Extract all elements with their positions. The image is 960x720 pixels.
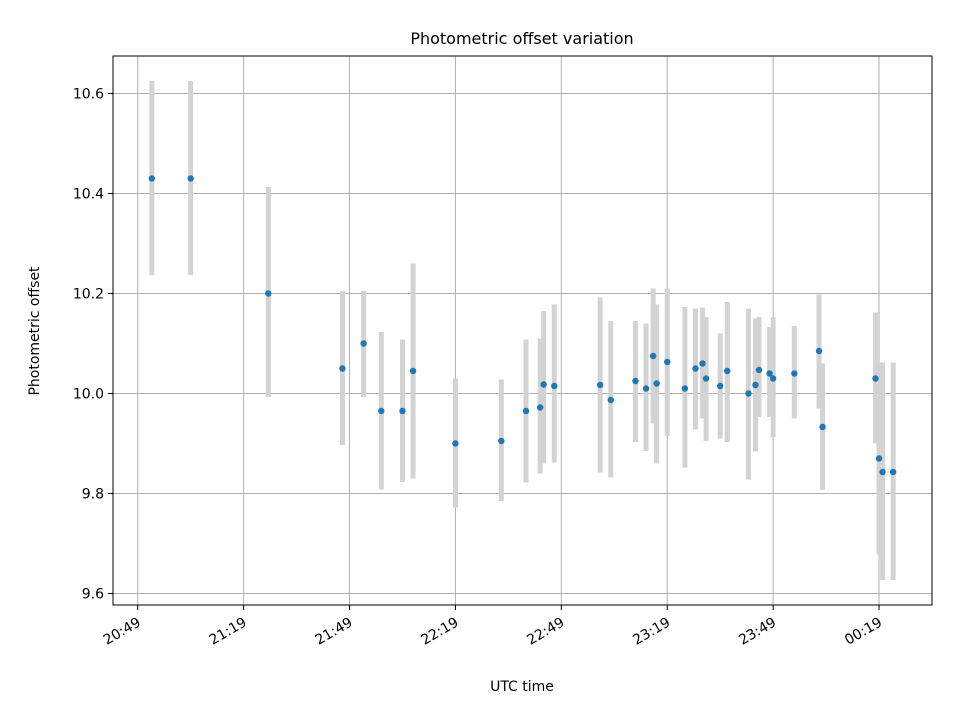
data-point [399,407,406,415]
y-tick-label: 9.8 [82,487,104,503]
data-point [653,380,660,387]
data-point [702,375,710,382]
data-point [632,377,639,385]
data-point [452,440,459,447]
data-point [769,375,777,382]
data-point [879,468,886,476]
data-point [649,352,657,360]
y-tick-label: 10.0 [73,387,104,403]
data-point [819,423,826,431]
data-point [889,468,897,476]
data-point [409,367,417,375]
data-point [540,381,547,388]
y-tick-label: 10.2 [73,287,104,303]
data-point [791,370,798,377]
data-point [187,175,194,182]
x-axis-label: UTC time [490,679,554,695]
data-point [360,340,367,347]
data-point [872,375,879,382]
data-point [498,437,505,445]
plot-frame [112,55,933,606]
data-point [642,385,650,392]
data-point [551,382,558,390]
y-axis-label: Photometric offset [27,266,43,396]
data-point [724,367,731,375]
data-point [265,290,272,297]
chart-title: Photometric offset variation [410,29,633,48]
data-point [148,175,156,182]
data-point [339,365,346,372]
data-point [607,396,614,404]
data-point [699,360,706,367]
data-point [745,390,752,397]
y-tick-label: 9.6 [82,587,104,603]
data-point [522,407,530,415]
data-point [716,382,724,390]
data-point [378,407,385,415]
data-points [148,175,897,476]
data-point [681,385,689,392]
data-point [766,370,773,377]
data-point [875,455,883,462]
data-point [664,358,671,366]
y-axis-ticks: 9.6 9.8 10.0 10.2 10.4 10.6 [73,87,113,603]
data-point [596,381,604,389]
y-tick-label: 10.6 [73,87,104,103]
data-point [752,381,759,389]
y-tick-label: 10.4 [73,187,104,203]
data-point [536,404,544,411]
data-point [755,366,763,374]
data-point [692,365,699,372]
data-point [815,347,823,355]
